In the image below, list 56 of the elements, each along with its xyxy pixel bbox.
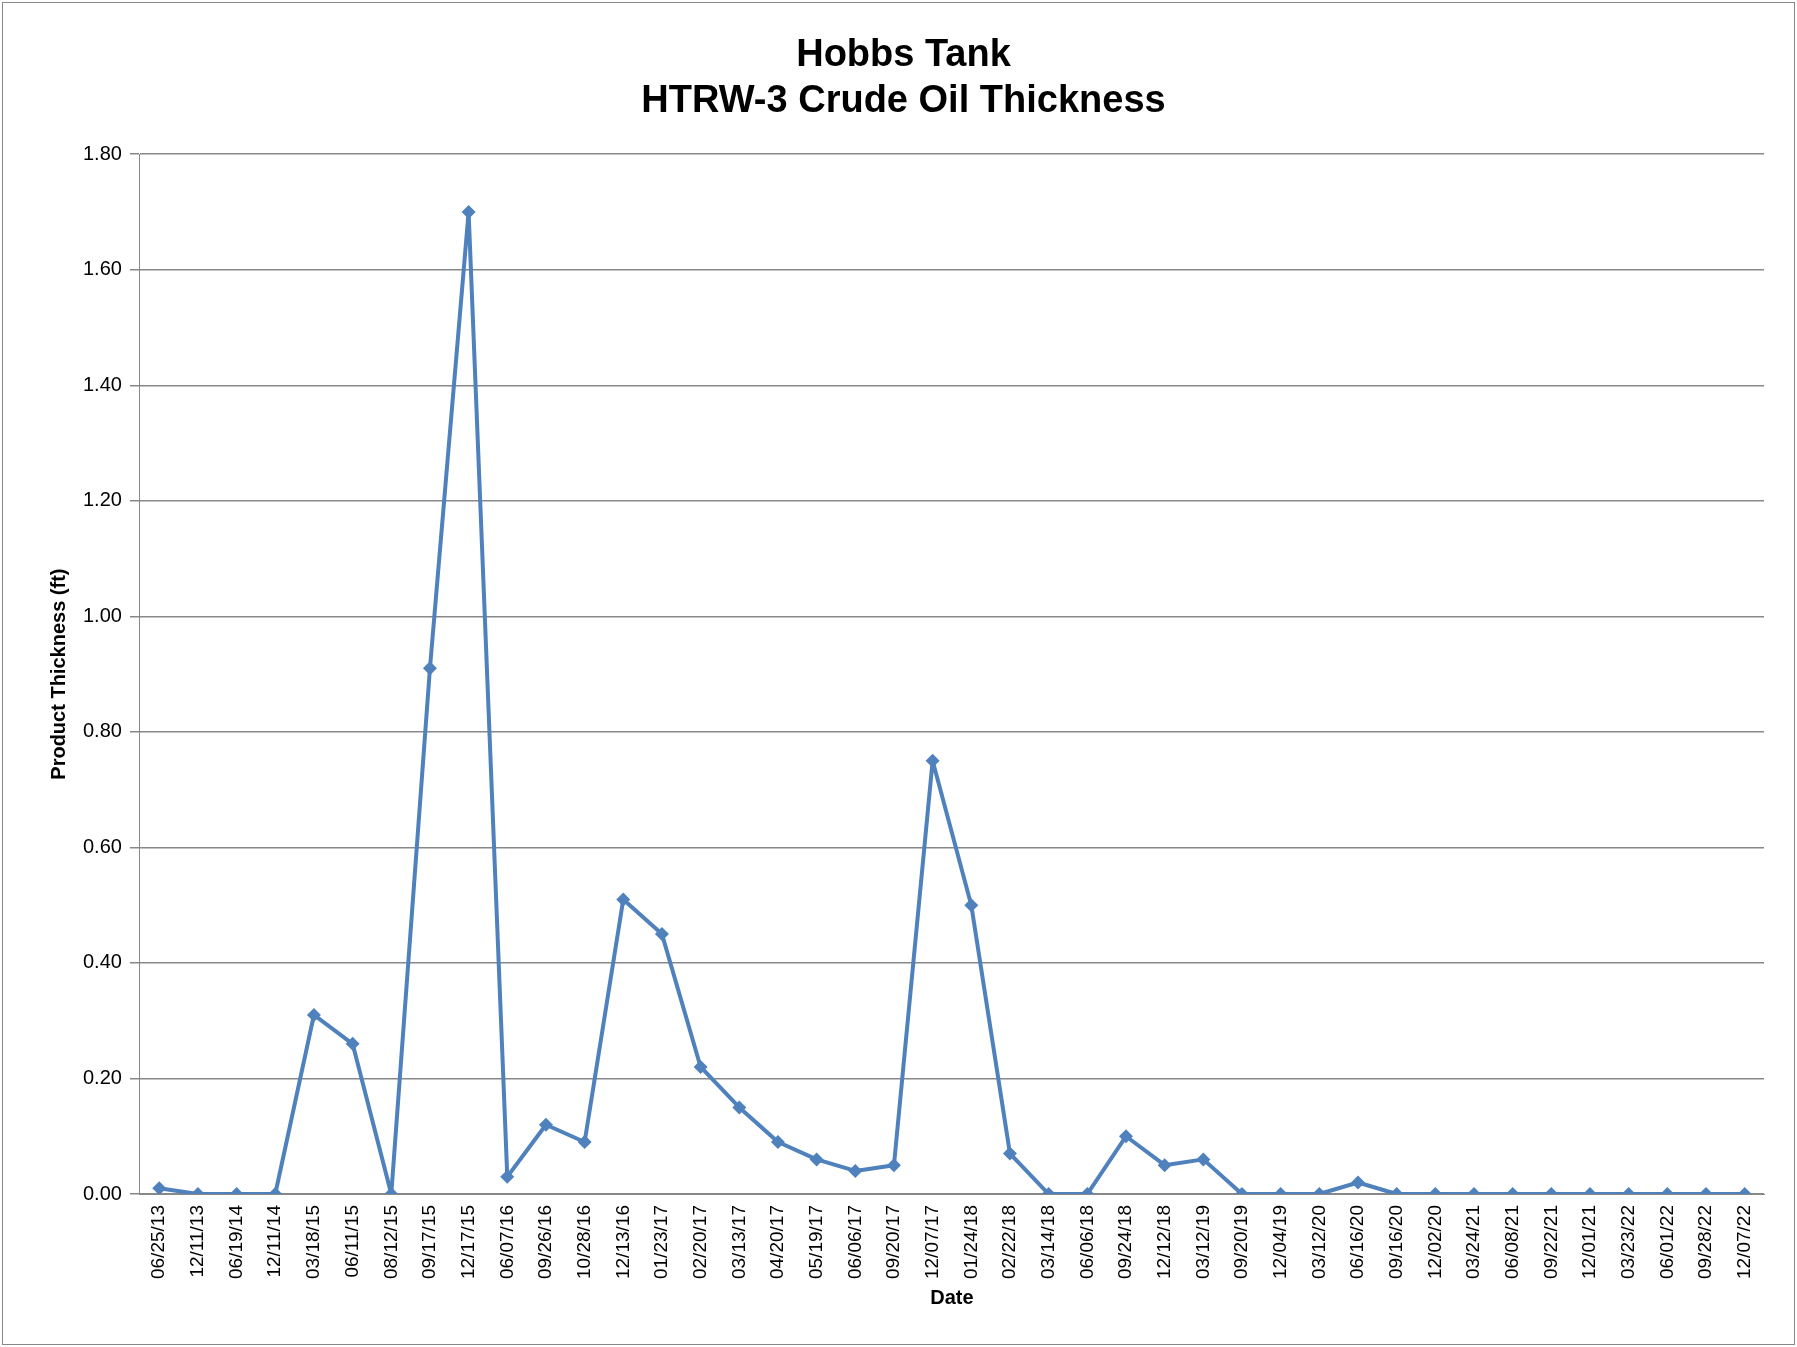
x-tick-label: 06/06/17 <box>843 1205 865 1280</box>
x-tick-label: 12/07/22 <box>1732 1205 1754 1280</box>
x-tick-label: 06/25/13 <box>147 1205 169 1280</box>
y-tick-label: 1.40 <box>82 372 122 395</box>
x-tick-label: 09/26/16 <box>534 1205 556 1280</box>
y-tick-label: 0.40 <box>82 950 122 973</box>
x-tick-label: 12/11/13 <box>186 1205 208 1278</box>
x-tick-label: 06/11/15 <box>340 1205 362 1278</box>
x-tick-label: 09/17/15 <box>418 1205 440 1280</box>
y-tick-label: 0.20 <box>82 1066 122 1089</box>
x-tick-label: 12/11/14 <box>263 1204 285 1278</box>
y-tick-label: 1.80 <box>82 141 122 164</box>
x-tick-label: 12/04/19 <box>1268 1205 1290 1280</box>
x-tick-label: 08/12/15 <box>379 1205 401 1280</box>
x-tick-label: 12/01/21 <box>1578 1205 1600 1280</box>
x-tick-label: 12/07/17 <box>920 1205 942 1280</box>
x-tick-label: 06/01/22 <box>1655 1205 1677 1280</box>
x-tick-label: 12/17/15 <box>456 1205 478 1280</box>
y-tick-label: 0.60 <box>82 834 122 857</box>
x-tick-label: 06/07/16 <box>495 1205 517 1280</box>
x-tick-label: 06/08/21 <box>1500 1205 1522 1280</box>
x-tick-label: 12/02/20 <box>1423 1205 1445 1280</box>
x-tick-label: 04/20/17 <box>766 1205 788 1280</box>
x-tick-label: 02/22/18 <box>998 1205 1020 1280</box>
y-tick-label: 0.80 <box>82 719 122 742</box>
x-tick-label: 03/14/18 <box>1036 1205 1058 1280</box>
x-tick-label: 06/06/18 <box>1075 1205 1097 1280</box>
y-tick-label: 1.60 <box>82 257 122 280</box>
text: HTRW-3 Crude Oil Thickness <box>641 77 1166 120</box>
x-tick-label: 06/19/14 <box>224 1204 246 1280</box>
x-axis-title: Date <box>930 1285 974 1308</box>
x-tick-label: 09/28/22 <box>1694 1205 1716 1280</box>
x-tick-label: 09/16/20 <box>1384 1205 1406 1280</box>
x-tick-label: 06/16/20 <box>1346 1205 1368 1280</box>
x-tick-label: 03/12/19 <box>1191 1205 1213 1280</box>
x-tick-label: 09/20/17 <box>882 1205 904 1280</box>
text: Hobbs Tank <box>796 32 1011 75</box>
y-tick-label: 1.00 <box>82 603 122 626</box>
x-tick-label: 09/24/18 <box>1114 1205 1136 1280</box>
y-tick-label: 0.00 <box>82 1181 122 1204</box>
x-tick-label: 02/20/17 <box>688 1205 710 1280</box>
x-tick-label: 03/12/20 <box>1307 1205 1329 1280</box>
x-tick-label: 03/23/22 <box>1616 1205 1638 1280</box>
x-tick-label: 12/12/18 <box>1152 1205 1174 1280</box>
x-tick-label: 09/22/21 <box>1539 1205 1561 1280</box>
x-tick-label: 01/23/17 <box>650 1205 672 1280</box>
y-axis-title: Product Thickness (ft) <box>46 568 69 780</box>
x-tick-label: 01/24/18 <box>959 1205 981 1280</box>
x-tick-label: 09/20/19 <box>1230 1205 1252 1280</box>
x-tick-label: 03/18/15 <box>302 1205 324 1280</box>
x-tick-label: 03/13/17 <box>727 1205 749 1280</box>
x-tick-label: 12/13/16 <box>611 1205 633 1280</box>
x-tick-label: 05/19/17 <box>804 1205 826 1280</box>
x-tick-label: 10/28/16 <box>572 1205 594 1280</box>
y-tick-label: 1.20 <box>82 488 122 511</box>
x-tick-label: 03/24/21 <box>1462 1205 1484 1280</box>
